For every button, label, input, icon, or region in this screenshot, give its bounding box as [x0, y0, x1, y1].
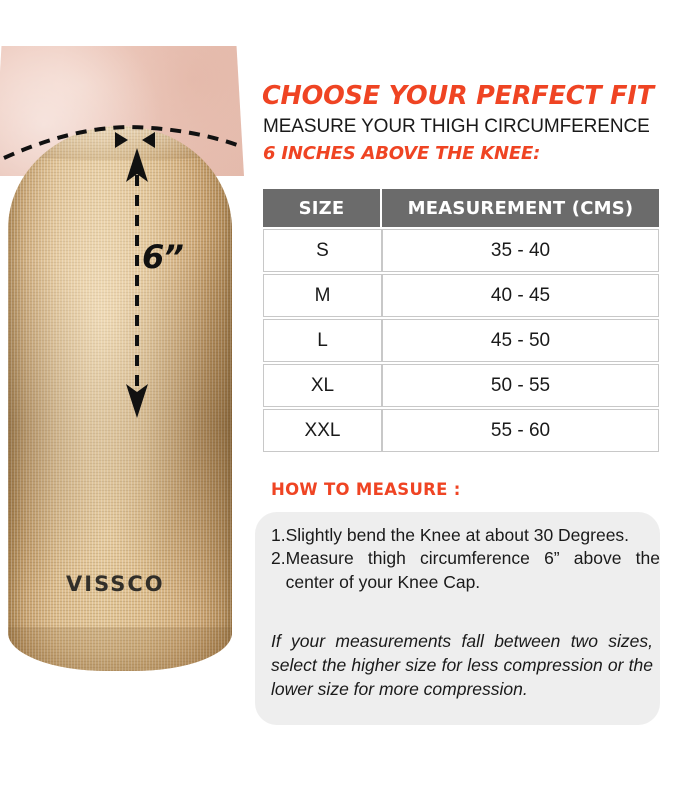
step-number: 2.	[271, 548, 286, 569]
cell-measurement: 50 - 55	[382, 364, 659, 407]
list-item: 1. Slightly bend the Knee at about 30 De…	[271, 524, 660, 547]
cell-measurement: 45 - 50	[382, 319, 659, 362]
table-row: S 35 - 40	[263, 229, 659, 272]
subtitle-line-1: MEASURE YOUR THIGH CIRCUMFERENCE	[263, 116, 650, 137]
six-inch-label: 6”	[142, 238, 184, 276]
step-number: 1.	[271, 525, 286, 545]
table-header-row: SIZE MEASUREMENT (CMS)	[263, 189, 659, 227]
brand-logo: VISSCO	[66, 572, 165, 596]
instructions-panel	[255, 512, 660, 725]
size-chart-table: SIZE MEASUREMENT (CMS) S 35 - 40 M 40 - …	[263, 187, 659, 454]
cell-size: XXL	[263, 409, 382, 452]
sizing-disclaimer: If your measurements fall between two si…	[271, 631, 653, 699]
table-row: XL 50 - 55	[263, 364, 659, 407]
size-chart-table-head: SIZE MEASUREMENT (CMS)	[263, 189, 659, 227]
step-text: Measure thigh circumference 6” above the…	[285, 548, 660, 592]
cell-size: L	[263, 319, 382, 362]
cell-size: M	[263, 274, 382, 317]
column-header-size: SIZE	[263, 189, 382, 227]
size-chart-table-body: S 35 - 40 M 40 - 45 L 45 - 50 XL 50 - 55…	[263, 229, 659, 452]
page-title: CHOOSE YOUR PERFECT FIT	[262, 81, 654, 111]
table-row: L 45 - 50	[263, 319, 659, 362]
list-item: 2. Measure thigh circumference 6” above …	[271, 547, 660, 594]
sleeve-bottom-cuff	[8, 627, 232, 671]
step-text: Slightly bend the Knee at about 30 Degre…	[285, 525, 630, 545]
content-column: CHOOSE YOUR PERFECT FIT MEASURE YOUR THI…	[255, 0, 662, 800]
cell-measurement: 35 - 40	[382, 229, 659, 272]
product-photo: VISSCO 6”	[0, 0, 255, 800]
cell-measurement: 40 - 45	[382, 274, 659, 317]
cell-size: S	[263, 229, 382, 272]
column-header-measurement: MEASUREMENT (CMS)	[382, 189, 659, 227]
table-row: XXL 55 - 60	[263, 409, 659, 452]
subtitle-line-2: 6 INCHES ABOVE THE KNEE:	[263, 143, 541, 164]
cell-size: XL	[263, 364, 382, 407]
cell-measurement: 55 - 60	[382, 409, 659, 452]
how-to-measure-steps: 1. Slightly bend the Knee at about 30 De…	[271, 524, 660, 594]
how-to-measure-title: HOW TO MEASURE :	[271, 480, 461, 499]
table-row: M 40 - 45	[263, 274, 659, 317]
sleeve-top-cuff	[8, 126, 232, 160]
